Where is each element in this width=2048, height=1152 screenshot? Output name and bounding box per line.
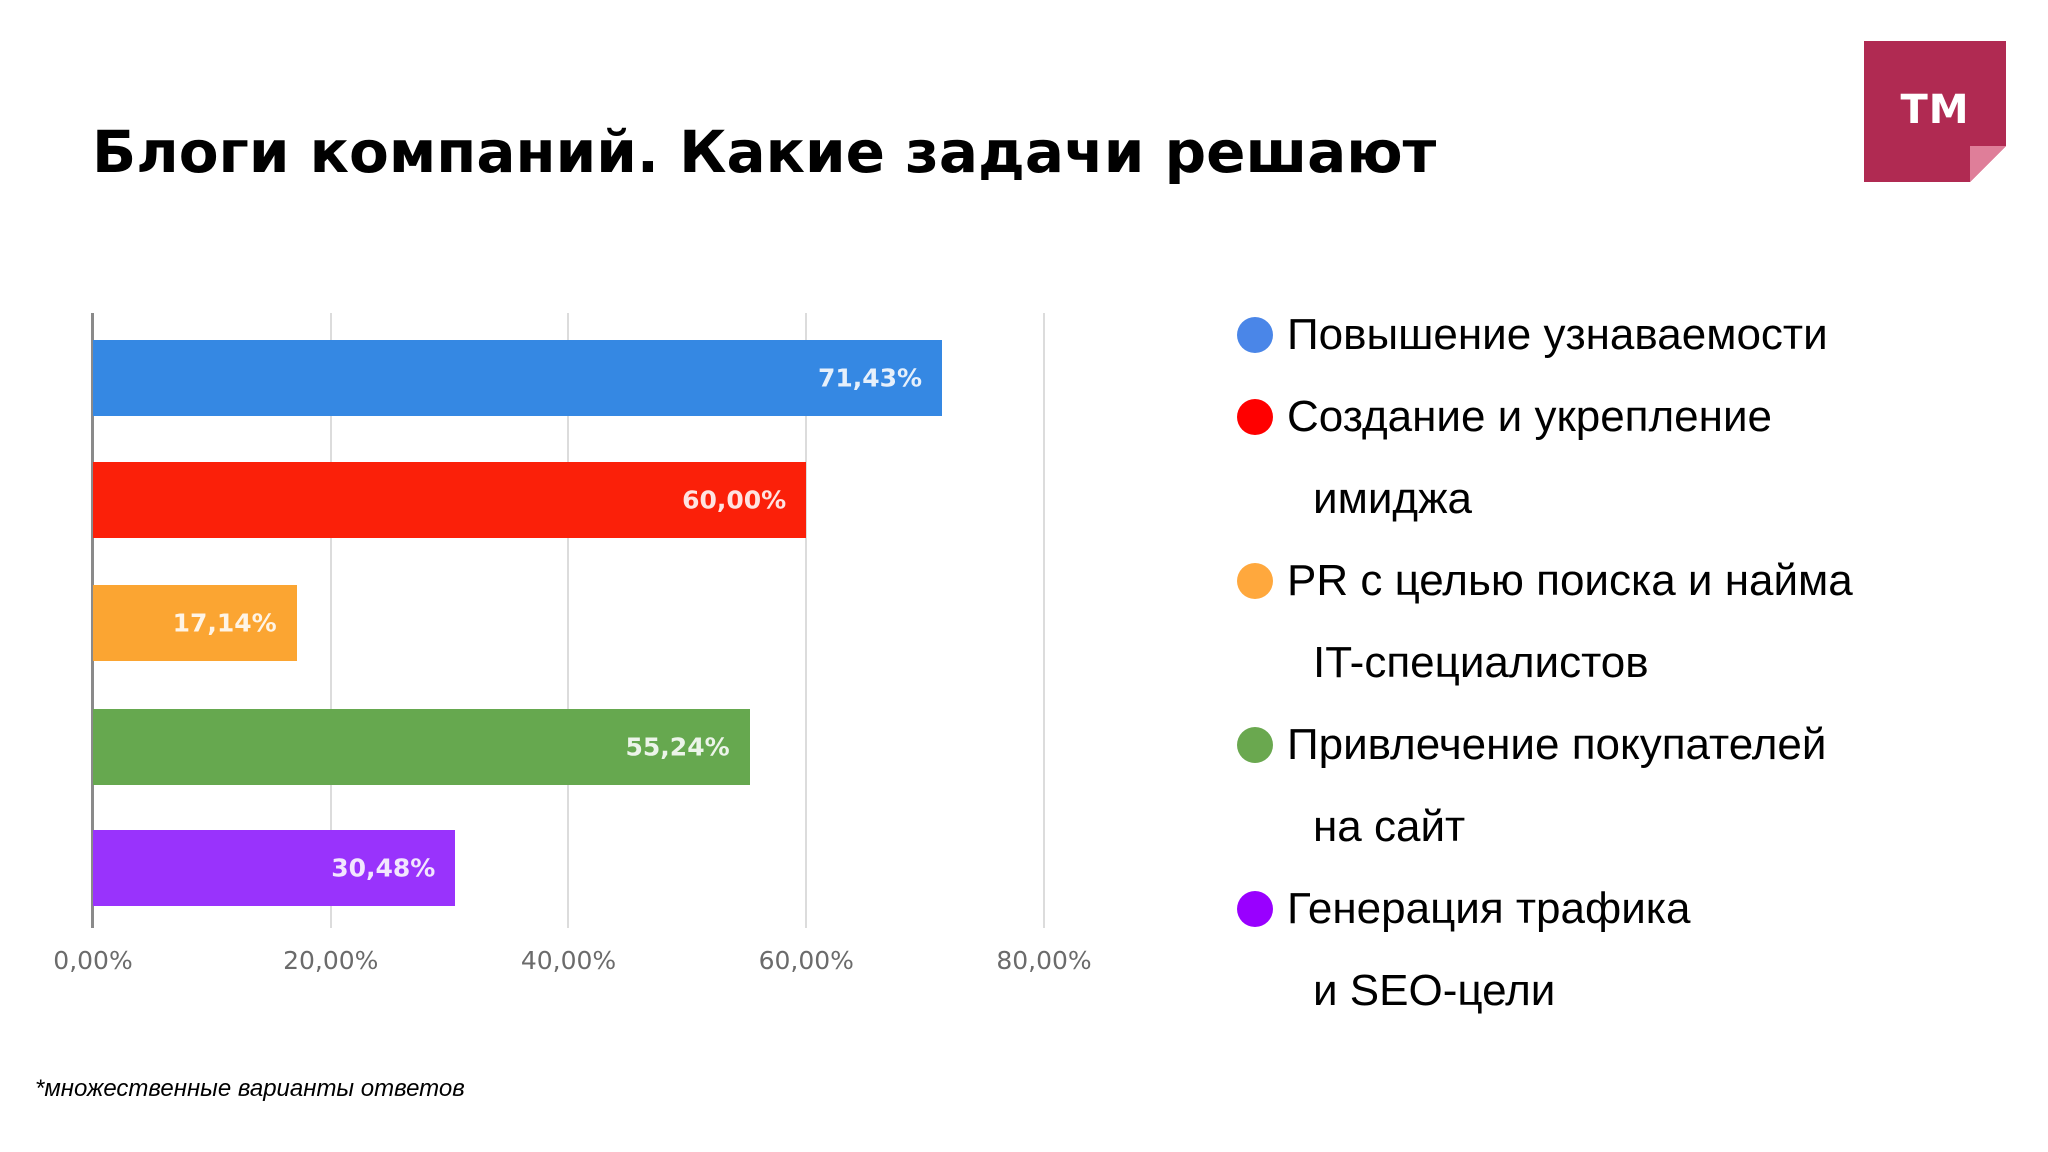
bar-image: 60,00% [93,462,807,538]
bar-value-label: 60,00% [682,485,787,515]
x-tick-label: 40,00% [520,946,617,975]
legend-label: Повышение узнаваемости [1287,310,1828,359]
x-tick-label: 20,00% [283,946,379,975]
gridline-40 [567,313,569,928]
bar-customers: 55,24% [93,709,750,785]
legend-dot-icon [1237,317,1273,353]
gridline-60 [805,313,807,928]
x-tick-label: 80,00% [996,946,1092,975]
legend-label: Привлечение покупателей [1287,720,1827,769]
legend-label: Создание и укрепление [1287,392,1772,441]
bar-value-label: 71,43% [817,363,923,393]
legend-label: Генерация трафика [1287,884,1691,933]
bar-pr-hiring: 17,14% [93,585,297,661]
x-tick-label: 0,00% [53,946,133,975]
legend-dot-icon [1237,563,1273,599]
legend-label: PR с целью поиска и найма [1287,556,1853,605]
legend-label-continuation: и SEO-цели [1313,966,1556,1015]
y-axis-line [91,313,94,928]
x-tick-label: 60,00% [758,946,854,975]
gridline-80 [1043,313,1045,928]
bar-value-label: 55,24% [625,732,730,762]
bar-value-label: 17,14% [172,608,277,638]
footnote: *множественные варианты ответов [35,1075,465,1102]
bar-chart: 71,43% 60,00% 17,14% 55,24% 30,48% 0,00%… [0,0,1120,1000]
legend-label-continuation: на сайт [1313,802,1466,851]
gridline-20 [330,313,332,928]
slide-title: Блоги компаний. Какие задачи решают [92,118,1437,186]
logo-fold-shade [1970,146,2006,182]
legend-dot-icon [1237,891,1273,927]
legend-label-continuation: имиджа [1313,474,1472,523]
logo-text: TM [1900,87,1970,133]
bar-awareness: 71,43% [93,340,943,416]
legend-dot-icon [1237,727,1273,763]
bar-value-label: 30,48% [331,853,436,883]
legend-dot-icon [1237,399,1273,435]
legend-label-continuation: IT-специалистов [1313,638,1649,687]
tm-logo: TM [1864,41,2006,182]
bar-traffic-seo: 30,48% [93,830,456,906]
